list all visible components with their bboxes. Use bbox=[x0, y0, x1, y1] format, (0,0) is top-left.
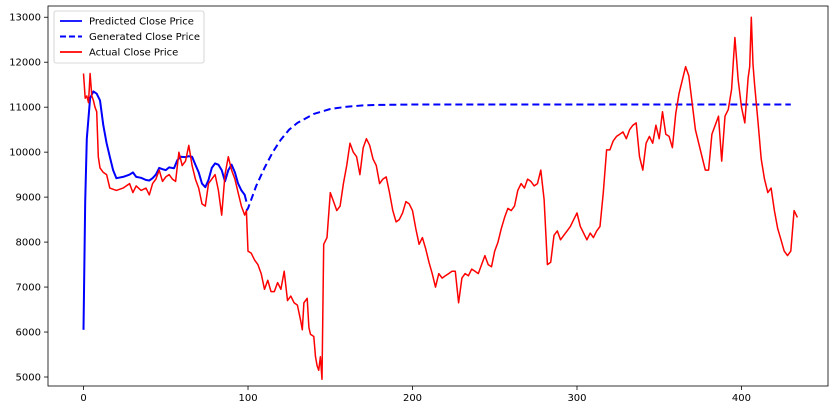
plot-area bbox=[48, 6, 828, 386]
x-axis: 0 100 200 300 400 bbox=[80, 386, 751, 404]
y-tick-label: 13000 bbox=[9, 13, 41, 24]
y-tick-label: 6000 bbox=[16, 328, 41, 339]
x-tick-label: 400 bbox=[732, 393, 751, 404]
y-axis: 5000 6000 7000 8000 9000 10000 11000 12000 13000 bbox=[9, 13, 48, 384]
x-tick-label: 100 bbox=[238, 393, 257, 404]
legend-label-0: Predicted Close Price bbox=[89, 17, 194, 28]
legend-label-1: Generated Close Price bbox=[89, 32, 200, 43]
y-tick-label: 12000 bbox=[9, 58, 41, 69]
legend-box bbox=[53, 10, 205, 64]
plot-frame bbox=[47, 5, 829, 387]
series-layer bbox=[82, 16, 799, 381]
y-tick-label: 7000 bbox=[16, 283, 41, 294]
y-tick-label: 8000 bbox=[16, 238, 41, 249]
series-line-1 bbox=[245, 103, 791, 212]
y-tick-label: 10000 bbox=[9, 148, 41, 159]
legend-label-2: Actual Close Price bbox=[89, 48, 178, 59]
x-tick-label: 200 bbox=[403, 393, 422, 404]
x-tick-label: 300 bbox=[567, 393, 586, 404]
y-tick-label: 11000 bbox=[9, 103, 41, 114]
y-tick-label: 5000 bbox=[16, 373, 41, 384]
series-line-2 bbox=[82, 16, 799, 381]
legend: Predicted Close Price Generated Close Pri… bbox=[53, 10, 205, 64]
series-line-0 bbox=[82, 90, 248, 330]
x-tick-label: 0 bbox=[80, 393, 86, 404]
y-tick-label: 9000 bbox=[16, 193, 41, 204]
